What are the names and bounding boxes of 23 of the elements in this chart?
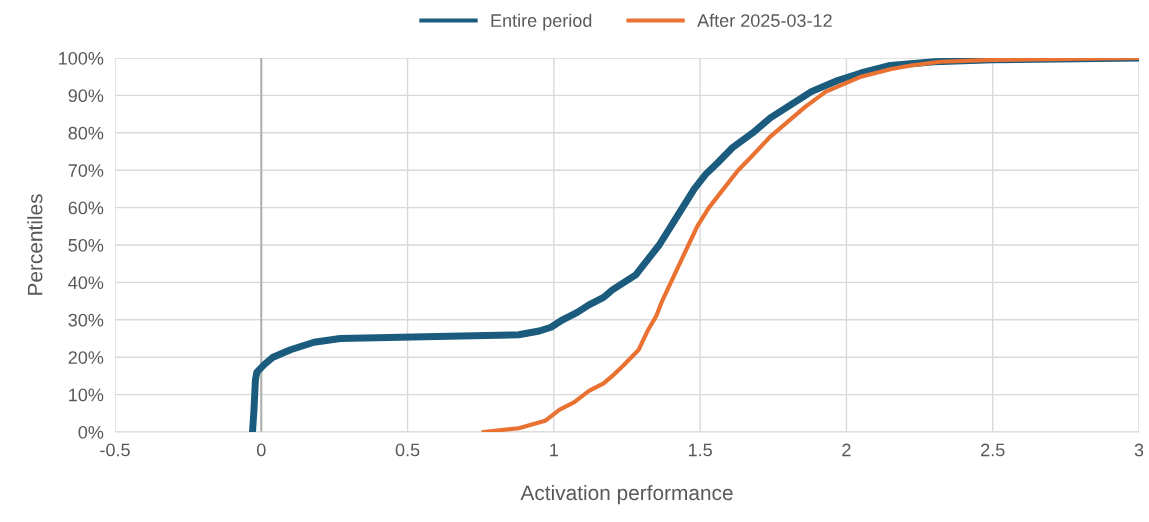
legend-label: After 2025-03-12 xyxy=(697,13,832,27)
y-tick-label: 70% xyxy=(68,164,104,177)
y-tick-label: 90% xyxy=(68,89,104,103)
y-tick-label: 60% xyxy=(68,201,104,215)
y-axis-title: Percentiles xyxy=(27,194,43,295)
x-tick-label: 0.5 xyxy=(395,443,420,457)
y-tick-label: 10% xyxy=(69,388,104,402)
y-tick-label: 80% xyxy=(68,126,104,140)
x-tick-label: 1.5 xyxy=(688,443,712,457)
y-tick-label: 30% xyxy=(68,313,104,327)
y-tick-label: 100% xyxy=(59,51,104,65)
x-axis-title: Activation performance xyxy=(520,484,733,505)
x-tick-label: 1 xyxy=(550,443,558,457)
y-tick-label: 50% xyxy=(68,238,104,252)
y-tick-label: 0% xyxy=(78,425,104,439)
legend-label: Entire period xyxy=(491,13,592,31)
x-tick-label: 2 xyxy=(842,443,851,457)
x-tick-label: 0 xyxy=(256,443,266,457)
x-tick-label: 2.5 xyxy=(981,443,1005,457)
y-tick-label: 40% xyxy=(68,276,104,290)
y-tick-label: 20% xyxy=(68,351,104,364)
x-tick-label: 3 xyxy=(1134,443,1144,457)
x-tick-label: -0.5 xyxy=(100,443,130,457)
